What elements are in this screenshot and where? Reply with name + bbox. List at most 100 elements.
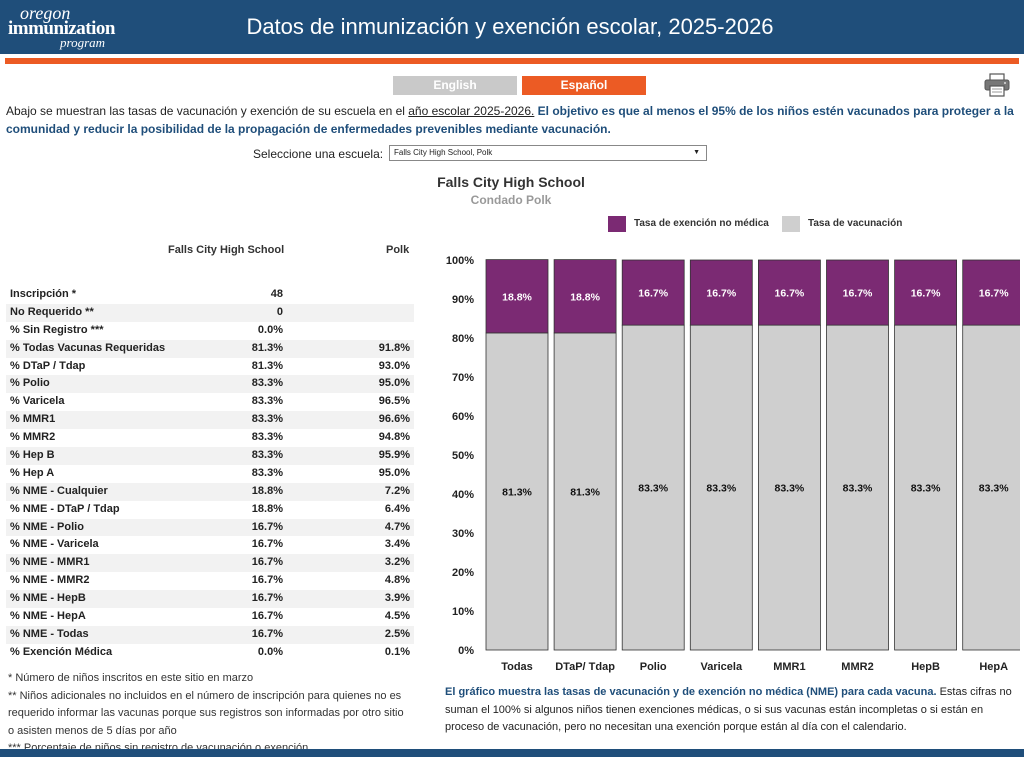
bar-label-nme: 16.7% — [775, 288, 805, 300]
chart-description-bold: El gráfico muestra las tasas de vacunaci… — [445, 686, 937, 698]
chart-description-rest: Estas cifras no suman el 100% si algunos… — [445, 686, 1012, 734]
intro-goal: El objetivo es que al menos el 95% de lo… — [6, 104, 1014, 136]
row-county-value: 95.0% — [378, 466, 410, 479]
y-tick-label: 90% — [452, 294, 474, 306]
row-label: % NME - Cualquier — [10, 484, 108, 497]
printer-icon[interactable] — [983, 73, 1011, 97]
school-select-value: Falls City High School, Polk — [394, 148, 493, 157]
table-header-school: Falls City High School — [168, 244, 285, 256]
row-label: % Polio — [10, 377, 50, 390]
row-school-value: 18.8% — [251, 502, 283, 515]
english-button[interactable]: English — [393, 76, 517, 95]
bar-label-vaccination: 83.3% — [638, 483, 668, 495]
intro-part-1: Abajo se muestran las tasas de vacunació… — [6, 104, 409, 118]
row-school-value: 16.7% — [251, 627, 283, 640]
row-county-value: 6.4% — [384, 502, 410, 515]
vaccination-stacked-bar-chart: 0% 10% 20% 30% 40% 50% 60% 70% 80% 90% 100% 81.3% 18… — [446, 255, 1020, 673]
row-school-value: 83.3% — [251, 431, 283, 444]
bar-vaccination — [553, 332, 617, 651]
spanish-button[interactable]: Español — [522, 76, 646, 95]
x-category-label: Todas — [501, 661, 533, 673]
header-divider — [5, 58, 1019, 64]
row-label: % Exención Médica — [10, 645, 113, 658]
logo-line-1: oregon — [20, 3, 71, 23]
table-row: % MMR2 83.3% 94.8% — [6, 429, 414, 447]
row-county-value: 95.9% — [378, 449, 410, 462]
legend-swatch-vaccination — [782, 216, 800, 232]
y-tick-label: 20% — [452, 567, 474, 579]
row-label: % Hep A — [10, 466, 55, 479]
row-county-value: 94.8% — [378, 431, 410, 444]
y-tick-label: 10% — [452, 606, 474, 618]
row-school-value: 16.7% — [251, 610, 283, 623]
table-row: % NME - DTaP / Tdap 18.8% 6.4% — [6, 501, 414, 519]
table-row: % NME - HepA 16.7% 4.5% — [6, 608, 414, 626]
x-category-label: HepA — [979, 661, 1008, 673]
logo-line-2: immunization — [8, 18, 115, 39]
row-county-value: 4.5% — [384, 610, 410, 623]
table-header-county: Polk — [386, 244, 410, 256]
table-row: % NME - MMR1 16.7% 3.2% — [6, 554, 414, 573]
footnote-1: * Número de niños inscritos en este siti… — [8, 672, 254, 684]
row-county-value: 91.8% — [378, 341, 410, 354]
bar-label-vaccination: 83.3% — [775, 483, 805, 495]
row-label: % NME - MMR2 — [10, 574, 90, 587]
row-school-value: 16.7% — [251, 556, 283, 569]
x-category-label: HepB — [911, 661, 940, 673]
y-tick-label: 40% — [452, 489, 474, 501]
row-school-value: 18.8% — [251, 484, 283, 497]
row-county-value: 3.9% — [384, 592, 410, 605]
x-category-label: MMR2 — [841, 661, 873, 673]
table-row: % MMR1 83.3% 96.6% — [6, 411, 414, 430]
row-school-value: 83.3% — [251, 449, 283, 462]
bar-vaccination — [894, 324, 958, 651]
row-school-value: 83.3% — [251, 377, 283, 390]
school-select[interactable]: Falls City High School, Polk ▼ — [389, 145, 707, 161]
bar-vaccination — [962, 324, 1020, 651]
bar-label-vaccination: 83.3% — [706, 483, 736, 495]
table-row: % NME - Cualquier 18.8% 7.2% — [6, 482, 414, 501]
row-school-value: 81.3% — [251, 341, 283, 354]
bar-label-nme: 16.7% — [843, 288, 873, 300]
x-category-label: MMR1 — [773, 661, 805, 673]
row-county-value: 3.4% — [384, 538, 410, 551]
row-county-value: 3.2% — [384, 556, 410, 569]
bar-label-vaccination: 81.3% — [570, 486, 600, 498]
row-label: % Todas Vacunas Requeridas — [10, 341, 166, 354]
chevron-down-icon: ▼ — [693, 149, 700, 156]
bar-vaccination — [826, 324, 889, 651]
bar-label-nme: 18.8% — [502, 291, 532, 303]
row-label: % NME - HepB — [10, 592, 86, 605]
row-label: % Sin Registro *** — [10, 323, 104, 336]
table-row: % DTaP / Tdap 81.3% 93.0% — [6, 358, 414, 376]
bar-nme — [621, 259, 685, 326]
y-tick-label: 100% — [446, 255, 474, 267]
row-label: % DTaP / Tdap — [10, 359, 86, 372]
row-county-value: 2.5% — [384, 627, 410, 640]
school-year-link: año escolar 2025-2026. — [408, 104, 535, 118]
table-row: No Requerido ** 0 — [6, 303, 414, 322]
table-row: Inscripción * 48 — [6, 286, 414, 304]
row-label: % MMR1 — [10, 413, 56, 426]
bar-label-nme: 16.7% — [911, 288, 941, 300]
table-row: % NME - HepB 16.7% 3.9% — [6, 590, 414, 609]
row-school-value: 83.3% — [251, 466, 283, 479]
footer-bar — [0, 749, 1024, 757]
legend-label-vaccination: Tasa de vacunación — [808, 218, 903, 229]
table-row: % Exención Médica 0.0% 0.1% — [6, 644, 414, 662]
page-title: Datos de inmunización y exención escolar… — [246, 14, 774, 39]
logo-line-3: program — [60, 35, 106, 50]
chart-title: Falls City High School — [437, 174, 585, 190]
school-select-label: Seleccione una escuela: — [253, 147, 384, 161]
bar-nme — [485, 259, 549, 334]
table-row: % NME - Todas 16.7% 2.5% — [6, 625, 414, 644]
row-label: % NME - DTaP / Tdap — [10, 502, 120, 515]
row-label: % Varicela — [10, 395, 65, 408]
bar-label-vaccination: 83.3% — [911, 483, 941, 495]
table-row: % NME - Varicela 16.7% 3.4% — [6, 536, 414, 554]
bar-label-nme: 16.7% — [638, 288, 668, 300]
oregon-immunization-logo: oregon immunization program — [6, 4, 134, 50]
x-category-label: DTaP/ Tdap — [555, 661, 615, 673]
row-label: No Requerido ** — [10, 305, 94, 318]
table-row: % NME - MMR2 16.7% 4.8% — [6, 572, 414, 590]
